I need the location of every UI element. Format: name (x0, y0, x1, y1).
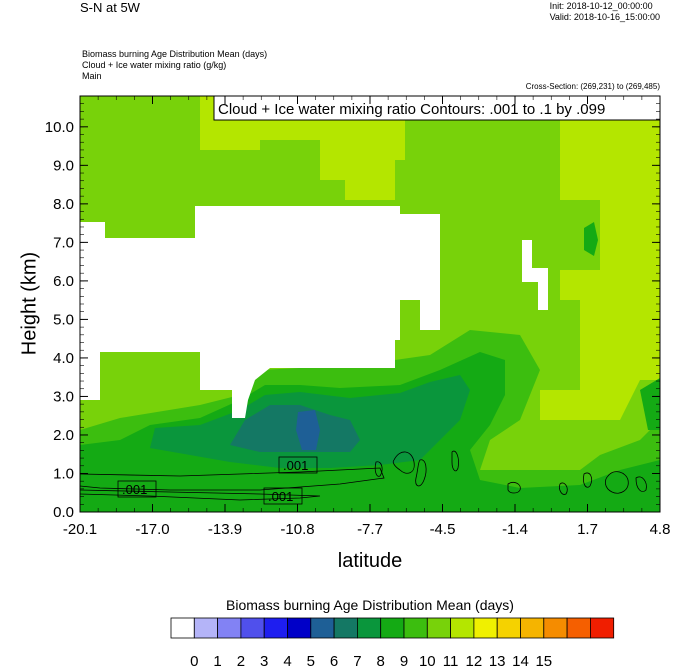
colorbar-swatch (590, 617, 615, 639)
colorbar-swatch (217, 617, 242, 639)
field-line-1: Biomass burning Age Distribution Mean (d… (82, 49, 268, 59)
colorbar-level-label: 7 (353, 653, 361, 668)
contour-label-1: .001 (283, 458, 308, 473)
x-tick-label: 1.7 (577, 521, 598, 538)
colorbar-level-label: 11 (443, 653, 459, 668)
colorbar-swatch (356, 617, 382, 639)
y-tick-label: 4.0 (53, 350, 74, 367)
field-region-white-2 (522, 240, 548, 310)
colorbar-swatch (450, 617, 475, 639)
colorbar-swatch (263, 617, 288, 639)
colorbar-swatch (380, 617, 405, 639)
y-tick-label: 9.0 (53, 157, 74, 174)
time-info: Init: 2018-10-12_00:00:00 Valid: 2018-10… (550, 1, 660, 23)
colorbar-level-label: 6 (330, 653, 338, 668)
colorbar-level-label: 5 (307, 653, 315, 668)
colorbar-swatch (520, 617, 545, 639)
colorbar-title: Biomass burning Age Distribution Mean (d… (226, 597, 514, 613)
contour-loop-4 (507, 482, 521, 494)
x-tick-label: -20.1 (63, 521, 97, 538)
contour-label-2: .001 (122, 482, 147, 497)
colorbar-swatch (240, 617, 265, 639)
contour-loop-9 (374, 461, 383, 477)
y-tick-label: 3.0 (53, 388, 74, 405)
colorbar-level-label: 13 (489, 653, 506, 668)
x-tick-label: 4.8 (650, 521, 671, 538)
colorbar-swatch (333, 617, 358, 639)
x-tick-label: -4.5 (430, 521, 456, 538)
contour-value-labels: .001 .001 .001 (117, 456, 318, 505)
contour-loop-5 (559, 482, 568, 495)
field-region-5 (296, 410, 320, 450)
contour-lines (79, 450, 647, 501)
colorbar-level-label: 2 (237, 653, 245, 668)
contour-loop-7 (604, 471, 629, 494)
contour-info-box (213, 95, 661, 121)
colorbar-level-label: 1 (213, 653, 221, 668)
contour-band-2 (79, 489, 321, 501)
y-tick-label: 6.0 (53, 273, 74, 290)
colorbar-level-label: 10 (419, 653, 436, 668)
field-description: Biomass burning Age Distribution Mean (d… (82, 49, 267, 82)
y-tick-label: 5.0 (53, 311, 74, 328)
colorbar-level-label: 8 (377, 653, 385, 668)
y-axis-label: Height (km) (18, 251, 41, 356)
colorbar-swatch (310, 617, 335, 639)
x-tick-label: -13.9 (208, 521, 242, 538)
x-tick-label: -1.4 (502, 521, 528, 538)
field-region-6 (230, 405, 360, 452)
field-region-white-1 (80, 206, 440, 418)
contour-loop-3 (451, 450, 459, 472)
contour-label-3: .001 (268, 489, 293, 504)
colorbar-swatch (287, 617, 312, 639)
contour-loop-2 (415, 459, 427, 487)
x-tick-label: -10.8 (280, 521, 314, 538)
field-region-right (640, 378, 660, 430)
colorbar-swatch (426, 617, 451, 639)
valid-time: Valid: 2018-10-16_15:00:00 (549, 12, 660, 22)
colorbar: 0 1 2 3 4 5 6 7 8 9 10 11 12 13 14 15 (170, 617, 615, 668)
colorbar-swatch (403, 617, 428, 639)
y-axis: 0.0 1.0 2.0 3.0 4.0 5.0 6.0 7.0 8.0 9.0 10.0 (45, 95, 660, 521)
y-tick-label: 1.0 (53, 465, 74, 482)
colorbar-swatch (193, 617, 219, 639)
contour-info-text: Cloud + Ice water mixing ratio Contours:… (218, 101, 605, 118)
field-region-patch (584, 222, 598, 256)
y-tick-label: 10.0 (45, 119, 74, 136)
colorbar-swatch (543, 617, 568, 639)
y-tick-label: 8.0 (53, 196, 74, 213)
y-tick-label: 2.0 (53, 427, 74, 444)
colorbar-level-label: 0 (190, 653, 198, 668)
field-region-10b (80, 96, 130, 190)
colorbar-swatch (473, 617, 498, 639)
colorbar-swatch (496, 617, 521, 639)
init-time: Init: 2018-10-12_00:00:00 (549, 1, 653, 11)
colorbar-swatch (566, 617, 591, 639)
x-axis-label: latitude (337, 550, 403, 572)
colorbar-level-label: 12 (466, 653, 483, 668)
contour-band-1 (79, 467, 385, 491)
contour-loop-1 (392, 451, 415, 474)
colorbar-level-label: 9 (400, 653, 408, 668)
colorbar-level-label: 15 (535, 653, 552, 668)
field-line-3: Main (82, 71, 102, 81)
colorbar-level-label: 4 (283, 653, 291, 668)
y-tick-label: 0.0 (53, 504, 74, 521)
field-line-2: Cloud + Ice water mixing ratio (g/kg) (82, 60, 227, 70)
cross-section-label: Cross-Section: (269,231) to (269,485) (525, 82, 660, 91)
shaded-field (80, 96, 660, 512)
x-axis: -20.1 -17.0 -13.9 -10.8 -7.7 -4.5 -1.4 1.7 4.8 (63, 96, 671, 538)
x-tick-label: -7.7 (357, 521, 383, 538)
plot-title: S-N at 5W (80, 0, 140, 15)
colorbar-swatch (170, 617, 195, 639)
colorbar-level-label: 14 (512, 653, 529, 668)
contour-loop-6 (583, 472, 592, 488)
y-tick-label: 7.0 (53, 234, 74, 251)
colorbar-level-label: 3 (260, 653, 268, 668)
contour-loop-8 (635, 476, 647, 492)
x-tick-label: -17.0 (135, 521, 169, 538)
